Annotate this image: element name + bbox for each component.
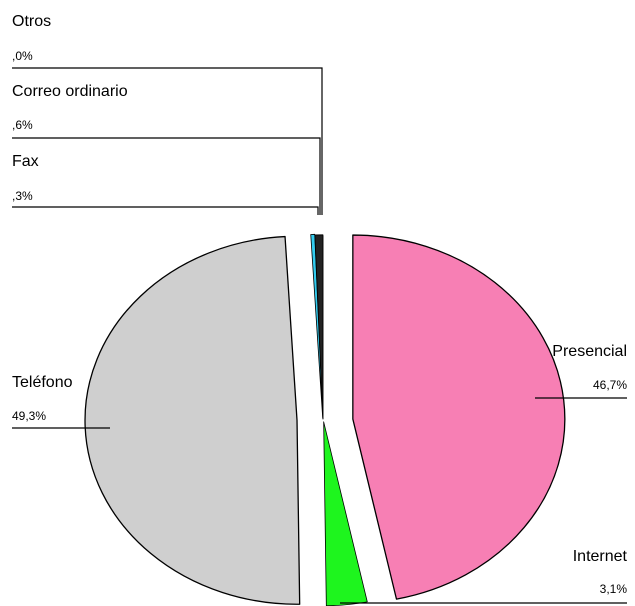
pie-slice-fax (310, 233, 324, 419)
leader-lines (12, 67, 627, 604)
slice-value-correo-ordinario: ,6% (12, 118, 33, 132)
slice-value-internet: 3,1% (600, 582, 628, 596)
slice-value-otros: ,0% (12, 49, 33, 63)
slice-label-fax: Fax (12, 153, 39, 170)
leader-line-fax (12, 206, 319, 215)
pie-slice-presencial (352, 234, 566, 600)
slice-label-internet: Internet (573, 548, 628, 565)
pie-slices (84, 233, 566, 606)
slice-value-telefono: 49,3% (12, 409, 46, 423)
slice-value-presencial: 46,7% (593, 378, 627, 392)
slice-label-telefono: Teléfono (12, 374, 73, 391)
leader-line-correo-ordinario (12, 137, 321, 215)
slice-label-presencial: Presencial (552, 343, 627, 360)
slice-label-otros: Otros (12, 13, 51, 30)
slice-value-fax: ,3% (12, 189, 33, 203)
pie-slice-telefono (84, 235, 301, 605)
leader-line-otros (12, 67, 323, 215)
slice-label-correo-ordinario: Correo ordinario (12, 83, 128, 100)
pie-slice-correo-ordinario (314, 234, 324, 420)
